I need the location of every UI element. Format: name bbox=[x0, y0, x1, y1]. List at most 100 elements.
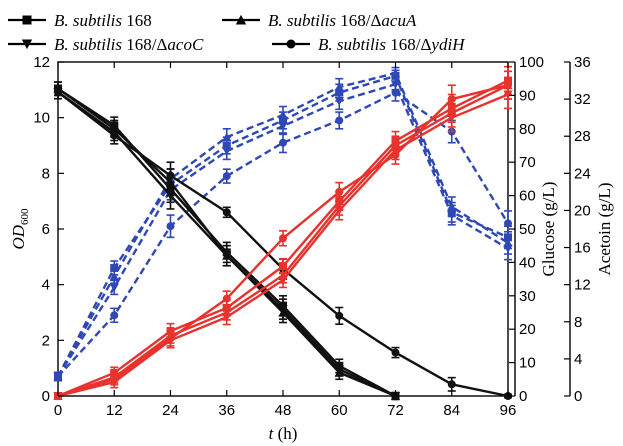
legend-label: B. subtilis 168/ΔydiH bbox=[318, 35, 466, 54]
glucose-tick-label: 70 bbox=[519, 154, 536, 171]
data-point bbox=[109, 271, 119, 281]
data-point bbox=[278, 122, 288, 131]
data-point bbox=[334, 206, 344, 216]
data-point bbox=[54, 88, 62, 97]
legend-marker bbox=[235, 14, 247, 25]
data-point bbox=[335, 311, 344, 320]
glucose-tick-label: 90 bbox=[519, 87, 536, 104]
od-axis-label-sub: 600 bbox=[19, 208, 31, 225]
data-point bbox=[222, 313, 232, 322]
x-axis-label: t (h) bbox=[269, 424, 298, 443]
data-point bbox=[109, 283, 119, 293]
data-point bbox=[447, 95, 456, 104]
data-point bbox=[222, 132, 232, 142]
glucose-axis-label: Glucose (g/L) bbox=[539, 182, 558, 277]
glucose-tick-label: 20 bbox=[519, 321, 536, 338]
data-point bbox=[335, 187, 344, 196]
legend-marker bbox=[22, 15, 32, 25]
data-point bbox=[334, 96, 344, 106]
glucose-tick-label: 60 bbox=[519, 188, 536, 205]
acetoin-tick-label: 12 bbox=[574, 277, 591, 294]
od-tick-label: 12 bbox=[33, 54, 50, 71]
data-point bbox=[222, 251, 232, 261]
od-tick-label: 2 bbox=[42, 332, 50, 349]
glucose-tick-label: 50 bbox=[519, 221, 536, 238]
data-point bbox=[222, 208, 231, 217]
data-point bbox=[504, 81, 512, 90]
x-tick-label: 60 bbox=[331, 402, 348, 419]
data-point bbox=[391, 88, 400, 97]
data-point bbox=[110, 263, 119, 272]
x-tick-label: 24 bbox=[162, 402, 179, 419]
glucose-tick-label: 40 bbox=[519, 254, 536, 271]
acetoin-tick-label: 20 bbox=[574, 202, 591, 219]
glucose-tick-label: 80 bbox=[519, 121, 536, 138]
data-point bbox=[278, 110, 288, 119]
data-point bbox=[447, 380, 456, 389]
legend-strain: 168 bbox=[122, 11, 152, 30]
od-tick-label: 0 bbox=[42, 388, 50, 405]
axes-layer: 0 12 24 36 48 60 72 84 9602468101201020304050607… bbox=[33, 54, 590, 419]
data-point bbox=[447, 113, 457, 123]
od-tick-label: 10 bbox=[33, 110, 50, 127]
legend-species: B. subtilis bbox=[54, 11, 122, 30]
legend-gene: acoC bbox=[167, 35, 204, 54]
data-point bbox=[110, 375, 119, 384]
data-point bbox=[390, 392, 401, 401]
legend-species: B. subtilis bbox=[318, 35, 386, 54]
acetoin-tick-label: 16 bbox=[574, 240, 591, 257]
legend-marker bbox=[286, 39, 296, 49]
legend-species: B. subtilis bbox=[268, 11, 336, 30]
x-tick-label: 72 bbox=[387, 402, 404, 419]
x-tick-label: 0 bbox=[54, 402, 62, 419]
data-point bbox=[222, 172, 231, 181]
acetoin-tick-label: 24 bbox=[574, 165, 591, 182]
data-point bbox=[165, 191, 176, 201]
x-tick-label: 84 bbox=[443, 402, 460, 419]
legend-entry-2: B. subtilis 168/ΔacoC bbox=[8, 35, 204, 54]
legend-strain: 168/Δ bbox=[122, 35, 167, 54]
data-point bbox=[334, 82, 344, 92]
x-axis-var: t bbox=[269, 424, 275, 443]
data-point bbox=[391, 150, 400, 159]
legend-gene: ydiH bbox=[429, 35, 466, 54]
axis-labels: t (h)OD600 Glucose (g/L) Acetoin (g/L) bbox=[9, 182, 614, 443]
data-point bbox=[279, 234, 287, 243]
acetoin-axis-label: Acetoin (g/L) bbox=[595, 183, 614, 276]
od-tick-label: 8 bbox=[42, 165, 50, 182]
acetoin-tick-label: 36 bbox=[574, 54, 591, 71]
acetoin-tick-label: 4 bbox=[574, 351, 582, 368]
x-axis-unit: (h) bbox=[273, 424, 297, 443]
glucose-tick-label: 30 bbox=[519, 288, 536, 305]
legend-entry-1: B. subtilis 168/ΔacuA bbox=[222, 11, 417, 30]
series-od-2 bbox=[53, 77, 513, 382]
series-od-1 bbox=[53, 66, 513, 382]
data-point bbox=[279, 138, 287, 147]
od-tick-label: 4 bbox=[42, 277, 50, 294]
glucose-tick-label: 10 bbox=[519, 355, 536, 372]
data-point bbox=[166, 171, 175, 180]
data-point bbox=[390, 68, 401, 78]
legend-strain: 168/Δ bbox=[386, 35, 431, 54]
legend-strain: 168/Δ bbox=[336, 11, 381, 30]
od-tick-label: 6 bbox=[42, 221, 50, 238]
glucose-tick-label: 0 bbox=[519, 388, 527, 405]
acetoin-tick-label: 32 bbox=[574, 91, 591, 108]
glucose-tick-label: 100 bbox=[519, 54, 544, 71]
x-tick-label: 12 bbox=[106, 402, 123, 419]
data-point bbox=[166, 334, 175, 343]
legend-entry-0: B. subtilis 168 bbox=[8, 11, 152, 30]
data-point bbox=[504, 219, 512, 228]
data-point bbox=[278, 305, 288, 314]
data-point bbox=[166, 222, 175, 231]
data-point bbox=[222, 294, 231, 303]
x-tick-label: 96 bbox=[500, 402, 517, 419]
od-axis-label: OD600 bbox=[9, 208, 31, 250]
legend-species: B. subtilis bbox=[54, 35, 122, 54]
od-axis-label-main: OD bbox=[9, 224, 28, 249]
data-point bbox=[278, 276, 288, 285]
legend-label: B. subtilis 168/ΔacuA bbox=[268, 11, 417, 30]
data-point bbox=[391, 348, 400, 357]
